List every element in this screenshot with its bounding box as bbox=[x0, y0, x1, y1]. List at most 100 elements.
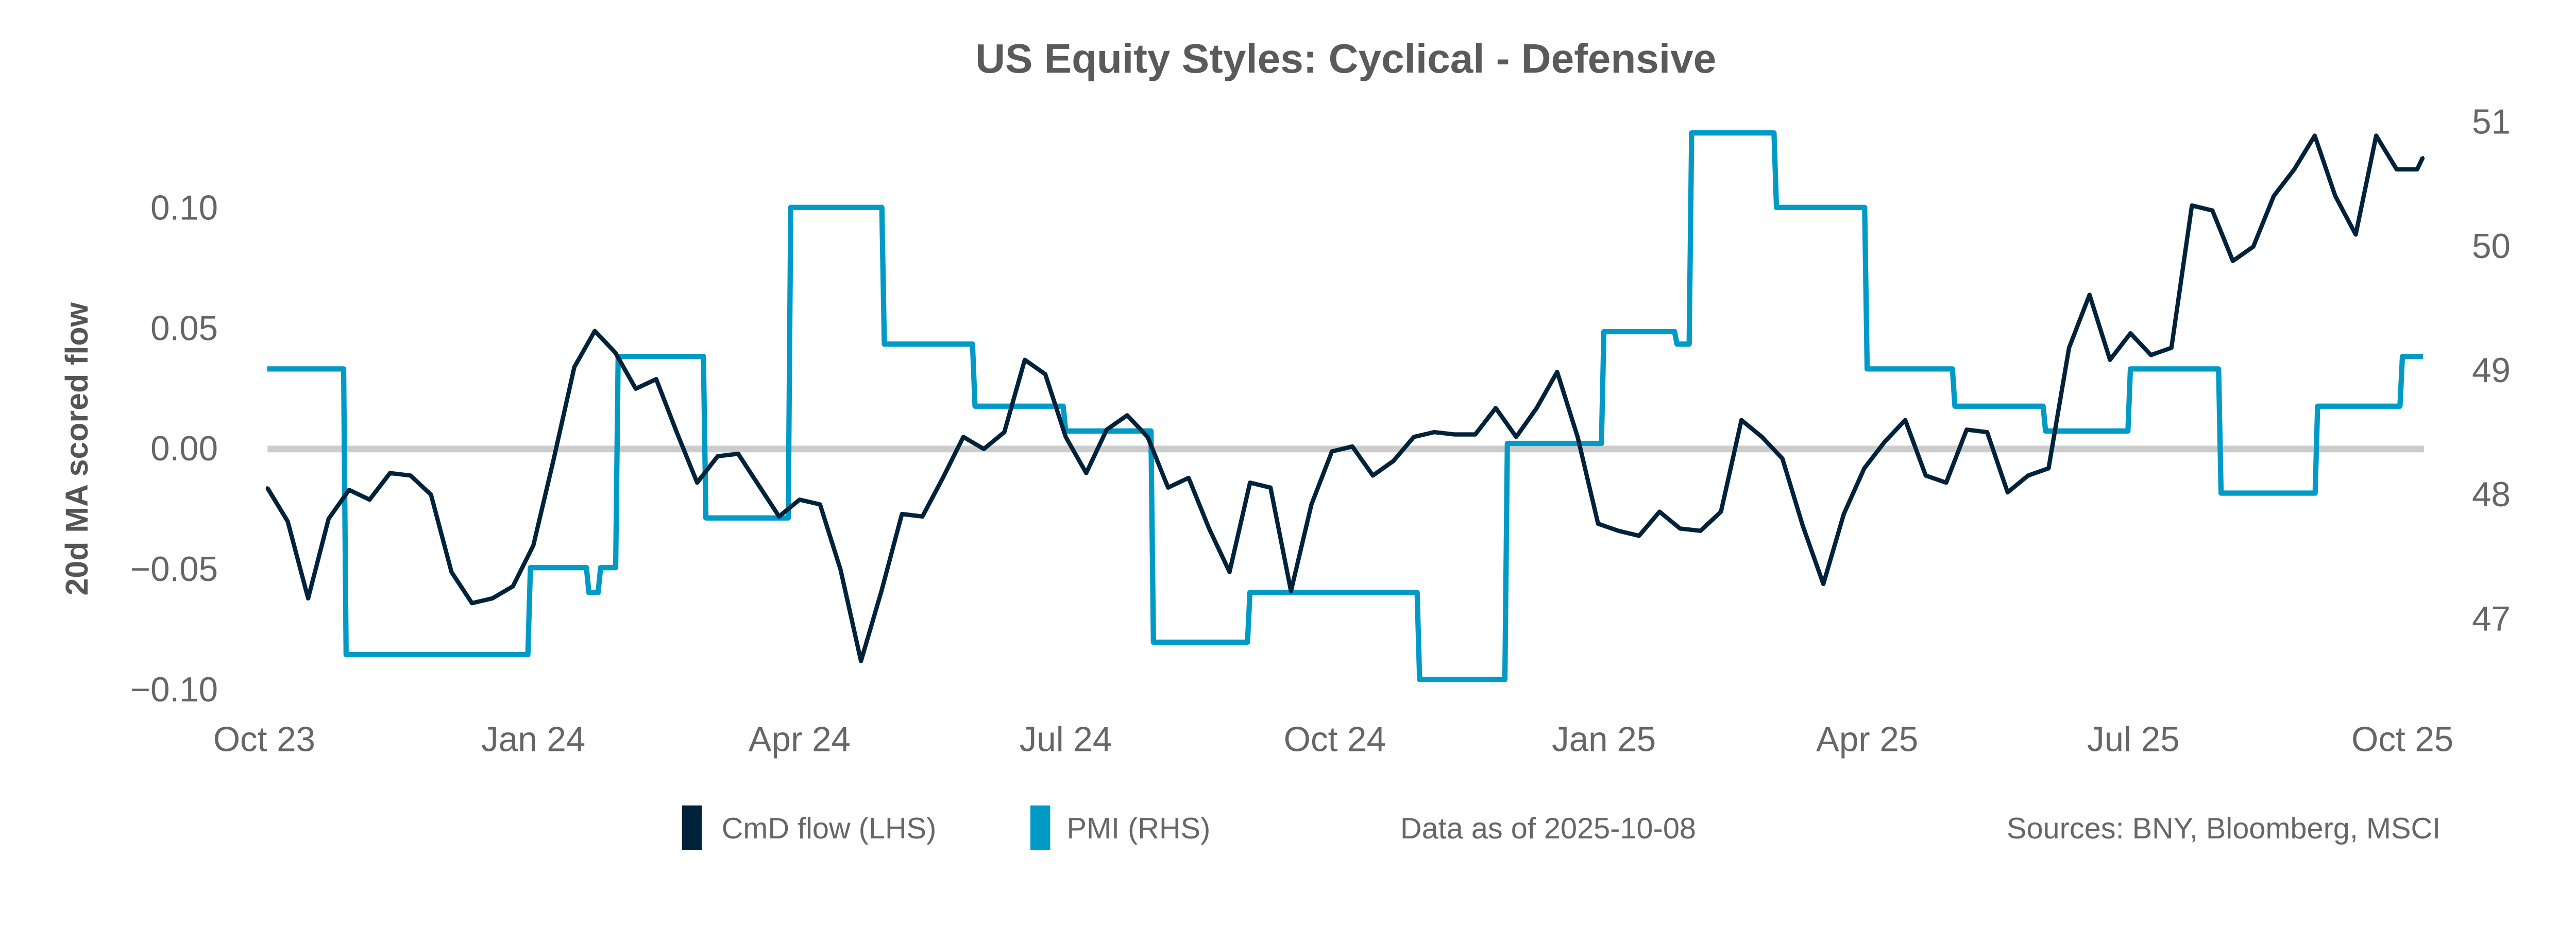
flow-point bbox=[1679, 527, 1682, 530]
flow-point bbox=[2067, 346, 2071, 349]
flow-point bbox=[2129, 332, 2132, 335]
y-tick-left-label: 0.05 bbox=[150, 309, 218, 348]
sources: Sources: BNY, Bloomberg, MSCI bbox=[2007, 812, 2441, 845]
flow-point bbox=[1351, 445, 1354, 448]
flow-point bbox=[1208, 527, 1211, 530]
flow-point bbox=[409, 474, 412, 477]
flow-point bbox=[1597, 522, 1600, 525]
flow-series-line bbox=[265, 133, 2425, 663]
flow-point bbox=[1453, 433, 1456, 436]
flow-point bbox=[962, 435, 965, 438]
legend-item-flow: CmD flow (LHS) bbox=[682, 805, 937, 850]
flow-point bbox=[1883, 440, 1886, 443]
flow-point bbox=[1760, 435, 1764, 438]
flow-point bbox=[307, 597, 310, 600]
flow-point bbox=[2211, 209, 2214, 212]
legend: CmD flow (LHS) PMI (RHS) bbox=[682, 805, 1211, 850]
y-tick-right-label: 50 bbox=[2472, 227, 2511, 266]
y-tick-left-label: 0.10 bbox=[150, 188, 218, 227]
legend-label-pmi: PMI (RHS) bbox=[1067, 812, 1211, 845]
y-tick-left-label: 0.00 bbox=[150, 430, 218, 468]
legend-swatch-pmi bbox=[1030, 805, 1050, 850]
flow-point bbox=[1330, 450, 1333, 453]
flow-point bbox=[1699, 529, 1702, 533]
flow-point bbox=[491, 597, 494, 600]
legend-label-flow: CmD flow (LHS) bbox=[722, 812, 937, 845]
flow-point bbox=[1084, 472, 1088, 475]
flow-point bbox=[1105, 428, 1108, 431]
pmi-series-line bbox=[267, 130, 2424, 682]
y-tick-right-label: 47 bbox=[2472, 599, 2511, 638]
flow-point bbox=[634, 387, 637, 390]
flow-point bbox=[2272, 194, 2275, 198]
flow-point bbox=[573, 366, 576, 369]
flow-point bbox=[1412, 435, 1415, 438]
flow-point bbox=[1126, 414, 1129, 417]
flow-point bbox=[737, 452, 740, 455]
x-tick-label: Jul 24 bbox=[1020, 720, 1112, 759]
flow-point bbox=[1637, 534, 1640, 537]
flow-point bbox=[839, 568, 842, 571]
x-tick-label: Oct 23 bbox=[213, 720, 315, 759]
flow-point bbox=[1269, 486, 1272, 489]
flow-point bbox=[2170, 346, 2173, 349]
flow-point bbox=[2108, 358, 2111, 362]
flow-point bbox=[2354, 233, 2357, 236]
flow-point bbox=[1822, 582, 1825, 586]
flow-point bbox=[1904, 419, 1907, 422]
x-tick-label: Jan 24 bbox=[481, 720, 585, 759]
flow-point bbox=[1371, 474, 1375, 477]
flow-point bbox=[2006, 491, 2009, 494]
y-axis-left-label: 20d MA scored flow bbox=[59, 302, 94, 595]
flow-point bbox=[880, 590, 883, 593]
flow-point bbox=[1944, 481, 1947, 484]
flow-point bbox=[675, 431, 678, 434]
flow-point bbox=[798, 498, 801, 501]
flow-point bbox=[1535, 406, 1538, 409]
legend-swatch-flow bbox=[682, 805, 702, 850]
x-axis: Oct 23 Jan 24 Apr 24 Jul 24 Oct 24 Jan 25 Apr … bbox=[213, 720, 2454, 759]
flow-point bbox=[2415, 168, 2419, 171]
x-tick-label: Oct 25 bbox=[2351, 720, 2453, 759]
flow-point bbox=[655, 377, 658, 381]
x-tick-label: Apr 24 bbox=[749, 720, 851, 759]
data-as-of: Data as of 2025-10-08 bbox=[1400, 812, 1696, 845]
flow-point bbox=[1187, 476, 1190, 479]
flow-point bbox=[552, 457, 555, 460]
x-tick-label: Jul 25 bbox=[2087, 720, 2180, 759]
flow-point bbox=[900, 512, 904, 516]
flow-point bbox=[286, 520, 289, 523]
y-tick-left-label: −0.10 bbox=[130, 671, 218, 709]
flow-point bbox=[1003, 431, 1006, 434]
flow-point bbox=[2293, 168, 2296, 171]
flow-point bbox=[2026, 474, 2029, 477]
flow-point bbox=[2149, 353, 2153, 356]
y-tick-left-label: −0.05 bbox=[130, 550, 218, 589]
flow-point bbox=[1515, 435, 1518, 438]
flow-point bbox=[1924, 474, 1927, 477]
flow-point bbox=[757, 484, 760, 487]
flow-point bbox=[450, 570, 453, 574]
flow-point bbox=[941, 476, 944, 479]
flow-point bbox=[1986, 431, 1989, 434]
flow-point bbox=[716, 455, 719, 458]
flow-point bbox=[1228, 570, 1231, 574]
flow-point bbox=[2313, 134, 2316, 138]
series-group bbox=[265, 130, 2425, 682]
flow-point bbox=[1248, 481, 1251, 484]
y-tick-right-label: 49 bbox=[2472, 351, 2511, 390]
flow-point bbox=[368, 498, 371, 501]
flow-point bbox=[1494, 406, 1497, 409]
flow-point bbox=[593, 329, 596, 333]
flow-point bbox=[1862, 467, 1866, 470]
flow-point bbox=[265, 486, 269, 489]
y-tick-right-label: 51 bbox=[2472, 103, 2511, 142]
flow-point bbox=[1719, 510, 1722, 513]
flow-point bbox=[470, 602, 473, 605]
flow-point bbox=[388, 472, 392, 475]
flow-point bbox=[1044, 373, 1047, 376]
flow-point bbox=[1064, 435, 1067, 438]
y-tick-right-label: 48 bbox=[2472, 475, 2511, 514]
flow-point bbox=[1555, 370, 1558, 373]
flow-point bbox=[327, 517, 330, 521]
